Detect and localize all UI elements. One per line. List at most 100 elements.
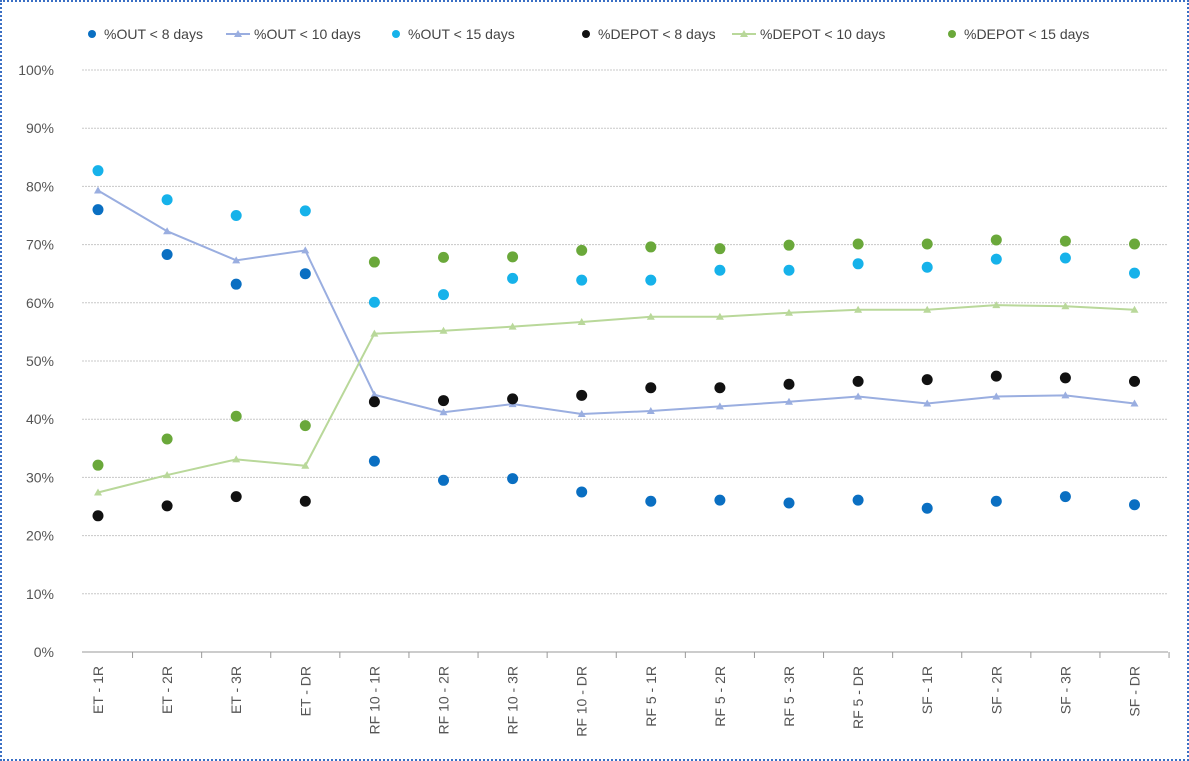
data-point [368, 396, 380, 408]
data-point [299, 495, 311, 507]
legend-label: %OUT < 10 days [254, 26, 361, 42]
data-point [161, 433, 173, 445]
x-tick-label: ET - 2R [159, 666, 175, 714]
series-line [97, 304, 1135, 494]
data-point [92, 204, 104, 216]
legend-item: %DEPOT < 15 days [948, 26, 1089, 42]
series-0 [92, 204, 1140, 514]
series-4 [94, 301, 1139, 496]
data-point [785, 308, 793, 316]
legend-item: %OUT < 10 days [226, 26, 361, 42]
data-point [161, 248, 173, 260]
y-tick-label: 40% [26, 411, 54, 427]
data-point [852, 375, 864, 387]
data-point [990, 234, 1002, 246]
legend-item: %DEPOT < 10 days [732, 26, 885, 42]
y-tick-label: 30% [26, 469, 54, 485]
data-point [163, 471, 172, 479]
legend: %OUT < 8 days %OUT < 10 days %OUT < 15 day… [88, 26, 1089, 42]
data-point [299, 268, 311, 280]
data-point [577, 318, 586, 326]
data-point [161, 194, 173, 206]
y-tick-label: 60% [26, 295, 54, 311]
data-point [232, 256, 241, 264]
data-point [852, 238, 864, 250]
data-point [299, 205, 311, 217]
data-point [370, 329, 379, 337]
y-tick-label: 0% [34, 644, 54, 660]
legend-item: %OUT < 15 days [392, 26, 515, 42]
data-point [783, 239, 795, 251]
data-point [439, 408, 448, 416]
x-axis: ET - 1R ET - 2R ET - 3R ET - DR RF 10 - 1R RF… [90, 652, 1170, 737]
y-tick-label: 50% [26, 353, 54, 369]
data-point [645, 241, 657, 253]
data-point [783, 378, 795, 390]
data-point [990, 495, 1002, 507]
data-point [368, 256, 380, 268]
data-point [508, 322, 517, 330]
x-tick-label: SF - 2R [988, 666, 1004, 714]
data-point [232, 455, 241, 463]
x-tick-label: SF - DR [1127, 666, 1143, 717]
data-point [992, 392, 1001, 400]
data-point [94, 186, 102, 194]
data-point [715, 402, 724, 410]
data-point [923, 305, 932, 313]
data-point [1061, 302, 1070, 310]
data-point [785, 397, 793, 405]
data-point [230, 278, 242, 290]
data-point [992, 301, 1001, 309]
data-point [1130, 305, 1139, 313]
legend-dot-icon [948, 30, 956, 38]
data-point [368, 455, 380, 467]
data-point [92, 459, 104, 471]
data-point [854, 305, 863, 313]
data-point [1129, 499, 1140, 511]
legend-label: %DEPOT < 15 days [964, 26, 1089, 42]
data-point [921, 374, 933, 386]
data-point [1129, 375, 1140, 387]
y-tick-label: 10% [26, 586, 54, 602]
x-tick-label: RF 5 - DR [850, 666, 866, 729]
data-point [230, 410, 242, 422]
data-point [714, 382, 726, 394]
x-tick-label: RF 5 - 1R [643, 666, 659, 727]
data-point [921, 261, 933, 273]
y-tick-label: 70% [26, 237, 54, 253]
legend-dot-icon [392, 30, 400, 38]
data-point [507, 251, 519, 263]
x-tick-label: SF - 3R [1057, 666, 1073, 714]
data-point [1129, 267, 1140, 279]
data-point [438, 289, 449, 301]
data-point [715, 312, 724, 320]
legend-triangle-icon [234, 30, 242, 37]
data-point [507, 272, 519, 284]
data-point [92, 165, 104, 177]
data-point [646, 312, 655, 320]
data-point [1130, 399, 1139, 407]
y-tick-label: 100% [18, 62, 54, 78]
data-point [645, 495, 657, 507]
legend-dot-icon [88, 30, 96, 38]
data-point [94, 488, 102, 496]
data-point [576, 244, 588, 256]
data-point [438, 395, 449, 407]
x-tick-label: ET - 1R [90, 666, 106, 714]
data-point [646, 407, 655, 415]
data-point [645, 382, 657, 394]
series-1 [94, 186, 1139, 417]
series-line [97, 189, 1135, 415]
y-tick-label: 20% [26, 528, 54, 544]
data-point [301, 246, 310, 254]
data-point [439, 326, 448, 334]
data-point [783, 264, 795, 276]
data-point [990, 370, 1002, 382]
data-point [299, 420, 311, 432]
data-point [161, 500, 173, 512]
data-point [438, 474, 449, 486]
legend-triangle-icon [740, 30, 748, 37]
y-tick-label: 80% [26, 178, 54, 194]
legend-label: %OUT < 8 days [104, 26, 203, 42]
